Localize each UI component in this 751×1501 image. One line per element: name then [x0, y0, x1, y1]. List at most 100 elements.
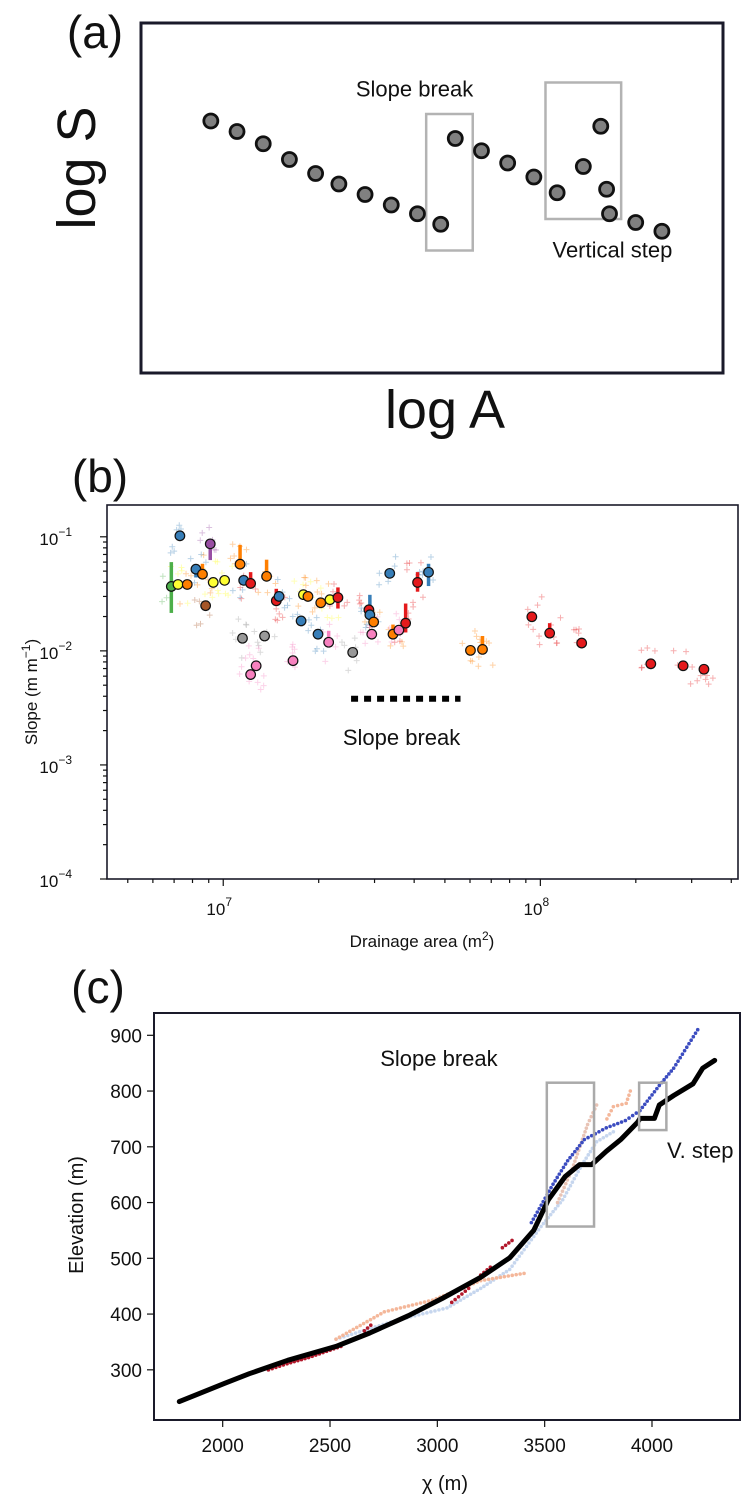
raw-data-cross [176, 600, 183, 607]
raw-data-cross [410, 599, 417, 606]
annotation-label: Slope break [356, 77, 474, 102]
series-dot [445, 1306, 449, 1310]
raw-data-cross [193, 622, 200, 629]
series-dot [406, 1304, 411, 1308]
series-dot [585, 1122, 590, 1127]
series-dot [667, 1072, 671, 1076]
raw-data-cross [351, 635, 358, 642]
raw-data-cross [705, 681, 712, 688]
series-dot [643, 1102, 647, 1107]
series-dot [504, 1269, 509, 1274]
raw-data-cross [683, 648, 690, 655]
series-dot [337, 1335, 342, 1340]
raw-data-cross [305, 616, 312, 623]
annotation-label: Slope break [380, 1046, 498, 1071]
raw-data-cross [215, 590, 222, 597]
series-dot [458, 1298, 463, 1302]
data-point [465, 644, 476, 656]
raw-data-cross [191, 579, 198, 586]
raw-data-cross [243, 621, 250, 628]
raw-data-cross [467, 657, 474, 664]
series-dot [358, 1323, 362, 1328]
raw-data-cross [200, 552, 207, 559]
y-tick-label: 10−1 [39, 525, 72, 549]
raw-data-cross [483, 638, 490, 645]
series-dot [351, 1327, 356, 1332]
series-dot [619, 1120, 624, 1124]
raw-data-cross [475, 654, 482, 661]
series-dot [561, 1165, 566, 1170]
raw-data-cross [305, 627, 312, 634]
panel-b-label: (b) [72, 450, 128, 502]
series-dot [519, 1251, 524, 1255]
raw-data-cross [670, 647, 677, 654]
data-point [330, 175, 348, 193]
series-dot [455, 1300, 459, 1304]
series-dot [594, 1103, 599, 1107]
raw-data-cross [486, 640, 493, 647]
data-point [576, 637, 588, 649]
series-dot [671, 1066, 676, 1070]
raw-data-cross [314, 589, 321, 596]
raw-data-cross [211, 546, 218, 553]
raw-data-cross [229, 630, 236, 637]
data-point [653, 222, 671, 240]
series-dot [517, 1254, 522, 1259]
series-dot [507, 1267, 512, 1272]
raw-data-cross [396, 616, 403, 623]
series-dot [560, 1197, 565, 1202]
raw-data-cross [360, 629, 367, 636]
raw-data-cross [326, 621, 333, 628]
series-dot [601, 1135, 606, 1140]
data-point [174, 530, 186, 542]
data-point [250, 660, 262, 672]
series-dot [566, 1187, 571, 1192]
data-point [409, 205, 426, 223]
panel-c: (c) Slope break V. step 2000 2500 3000 3500 4… [66, 961, 741, 1495]
x-tick-label: 108 [524, 895, 550, 919]
raw-data-cross [214, 587, 221, 594]
series-dot [564, 1190, 569, 1195]
raw-data-cross [376, 570, 383, 577]
series-dot [425, 1311, 429, 1315]
series-dot [490, 1276, 495, 1281]
data-point [627, 214, 645, 231]
raw-data-cross [238, 654, 245, 661]
series-dot [577, 1143, 582, 1148]
series-dot [368, 1323, 373, 1328]
raw-data-cross [206, 524, 213, 531]
series-dot [573, 1159, 577, 1164]
raw-data-cross [206, 612, 213, 619]
data-point [254, 135, 272, 153]
series-dot [437, 1308, 441, 1312]
series-dot [382, 1310, 387, 1314]
raw-data-cross [171, 548, 178, 555]
data-point [302, 591, 314, 602]
series-dot [559, 1168, 564, 1173]
raw-data-cross [176, 522, 183, 529]
series-dot [625, 1097, 630, 1102]
series-dot [559, 1193, 563, 1197]
raw-data-cross [534, 602, 541, 609]
raw-data-cross [570, 626, 577, 633]
series-dot [535, 1210, 540, 1214]
raw-data-cross [255, 642, 262, 649]
series-dot [466, 1286, 471, 1291]
y-tick-label: 400 [110, 1305, 142, 1326]
data-point [323, 636, 335, 648]
series-dot [687, 1041, 691, 1046]
data-point [315, 597, 327, 609]
series-dot [604, 1133, 609, 1138]
raw-data-cross [387, 642, 394, 649]
x-tick-label: 4000 [631, 1436, 673, 1457]
raw-data-cross [291, 646, 298, 653]
series-dot [390, 1308, 395, 1312]
raw-data-cross [338, 639, 345, 646]
raw-data-cross [198, 551, 205, 558]
raw-data-cross [427, 554, 434, 561]
raw-data-cross [302, 582, 309, 589]
series-dot [576, 1169, 580, 1174]
series-dot [624, 1101, 629, 1106]
raw-data-cross [245, 642, 252, 649]
raw-data-cross [274, 617, 281, 624]
